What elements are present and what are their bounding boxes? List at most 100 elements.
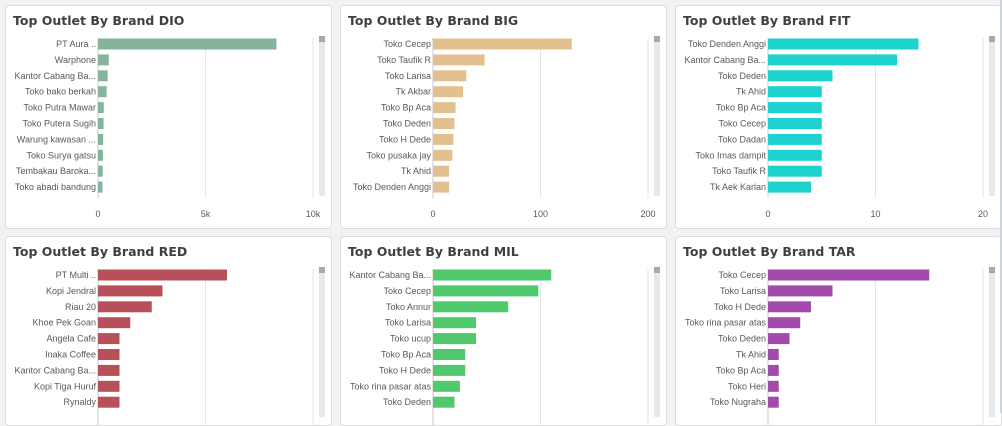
tick-label: 10k xyxy=(306,209,321,219)
category-label: Toko Bp Aca xyxy=(381,350,431,360)
category-label: PT Aura .. xyxy=(56,39,96,49)
category-label: Angela Cafe xyxy=(46,334,96,344)
category-label: Toko pusaka jay xyxy=(366,150,431,160)
category-label: Toko Imas dampit xyxy=(695,150,766,160)
bar xyxy=(98,380,120,392)
category-label: Toko Deden xyxy=(718,334,766,344)
chart-scrollbar[interactable] xyxy=(319,267,325,417)
bar xyxy=(98,301,152,313)
category-label: Toko Larisa xyxy=(385,71,431,81)
tick-label: 0 xyxy=(430,209,435,219)
category-label: Tk Akbar xyxy=(395,87,431,97)
category-label: PT Multi .. xyxy=(56,270,96,280)
chart-panel-big: Top Outlet By Brand BIG Toko Cecep Toko T… xyxy=(340,5,667,229)
bar xyxy=(768,102,822,114)
bar xyxy=(768,181,811,193)
bar xyxy=(98,333,120,345)
bar xyxy=(433,102,456,114)
bar xyxy=(98,285,163,297)
scroll-thumb[interactable] xyxy=(319,267,325,273)
chart-panel-tar: Top Outlet By Brand TAR Toko Cecep Toko L… xyxy=(675,236,1002,426)
bar-chart-tar: Toko Cecep Toko Larisa Toko H Dede Toko rin… xyxy=(685,269,984,425)
bar xyxy=(768,317,801,329)
category-label: Kopi Tiga Huruf xyxy=(34,381,97,391)
bar xyxy=(98,102,104,114)
category-label: Kantor Cabang Ba... xyxy=(684,55,766,65)
category-label: Toko Cecep xyxy=(718,270,766,280)
scroll-thumb[interactable] xyxy=(989,267,995,273)
chart-scrollbar[interactable] xyxy=(319,36,325,196)
category-label: Toko ucup xyxy=(390,334,431,344)
chart-title: Top Outlet By Brand RED xyxy=(13,244,188,259)
category-label: Toko Bp Aca xyxy=(381,103,431,113)
tick-label: 0 xyxy=(765,209,770,219)
bar xyxy=(98,38,277,50)
bar xyxy=(768,396,779,408)
category-label: Tk Ahid xyxy=(736,350,766,360)
bar xyxy=(433,269,552,281)
bar xyxy=(433,118,455,129)
chart-scrollbar[interactable] xyxy=(654,267,660,417)
bar xyxy=(433,285,539,297)
category-label: Toko H Dede xyxy=(379,134,431,144)
bar xyxy=(768,54,897,66)
chart-panel-dio: Top Outlet By Brand DIO PT Aura .. Warpho… xyxy=(5,5,332,229)
category-label: Toko Cecep xyxy=(383,39,431,49)
category-label: Toko Denden Anggi xyxy=(688,39,766,49)
category-label: Tk Ahid xyxy=(401,166,431,176)
category-label: Riau 20 xyxy=(65,302,96,312)
category-label: Toko rina pasar atas xyxy=(685,318,767,328)
category-label: Kantor Cabang Ba... xyxy=(14,71,96,81)
category-label: Toko Annur xyxy=(386,302,431,312)
category-label: Toko Dadan xyxy=(718,134,766,144)
bar-chart-big: Toko Cecep Toko Taufik R Toko Larisa Tk Akb… xyxy=(353,38,656,219)
scroll-thumb[interactable] xyxy=(654,267,660,273)
bar xyxy=(433,70,467,82)
chart-panel-red: Top Outlet By Brand RED PT Multi .. Kopi … xyxy=(5,236,332,426)
bar xyxy=(98,149,103,161)
bar xyxy=(433,86,464,98)
bar xyxy=(768,149,822,161)
bar xyxy=(768,118,822,129)
scroll-thumb[interactable] xyxy=(989,36,995,42)
bar xyxy=(768,301,811,313)
tick-label: 200 xyxy=(640,209,655,219)
category-label: Toko Deden xyxy=(383,119,431,129)
category-label: Khoe Pek Goan xyxy=(32,318,96,328)
category-label: Toko Taufik R xyxy=(377,55,431,65)
bar-chart-fit: Toko Denden Anggi Kantor Cabang Ba... Toko… xyxy=(684,38,988,219)
bar xyxy=(768,269,930,281)
bar xyxy=(768,165,822,177)
chart-title: Top Outlet By Brand DIO xyxy=(13,13,185,28)
category-label: Rynaldy xyxy=(63,397,96,407)
bar xyxy=(768,133,822,145)
category-label: Toko Taufik R xyxy=(712,166,766,176)
chart-title: Top Outlet By Brand MIL xyxy=(348,244,519,259)
scroll-thumb[interactable] xyxy=(654,36,660,42)
window-edge xyxy=(1000,0,1002,413)
category-label: Tk Ahid xyxy=(736,87,766,97)
bar xyxy=(768,380,779,392)
tick-label: 20 xyxy=(978,209,988,219)
bar xyxy=(433,38,572,50)
bar xyxy=(433,149,453,161)
category-label: Toko H Dede xyxy=(714,302,766,312)
category-label: Kantor Cabang Ba... xyxy=(349,270,431,280)
bar xyxy=(98,349,120,360)
tick-label: 10 xyxy=(870,209,880,219)
category-label: Toko Putra Mawar xyxy=(23,103,96,113)
chart-scrollbar[interactable] xyxy=(654,36,660,196)
chart-scrollbar[interactable] xyxy=(989,36,995,196)
bar-chart-dio: PT Aura .. Warphone Kantor Cabang Ba... Tok… xyxy=(14,38,321,219)
chart-scrollbar[interactable] xyxy=(989,267,995,417)
bar xyxy=(98,317,131,329)
chart-panel-fit: Top Outlet By Brand FIT Toko Denden Angg… xyxy=(675,5,1002,229)
category-label: Toko Putera Sugih xyxy=(22,119,96,129)
chart-title: Top Outlet By Brand BIG xyxy=(348,13,519,28)
scroll-thumb[interactable] xyxy=(319,36,325,42)
bar xyxy=(98,133,104,145)
category-label: Toko Surya gatsu xyxy=(26,150,96,160)
bar xyxy=(98,165,103,177)
bar xyxy=(768,364,779,376)
category-label: Kantor Cabang Ba... xyxy=(14,365,96,375)
